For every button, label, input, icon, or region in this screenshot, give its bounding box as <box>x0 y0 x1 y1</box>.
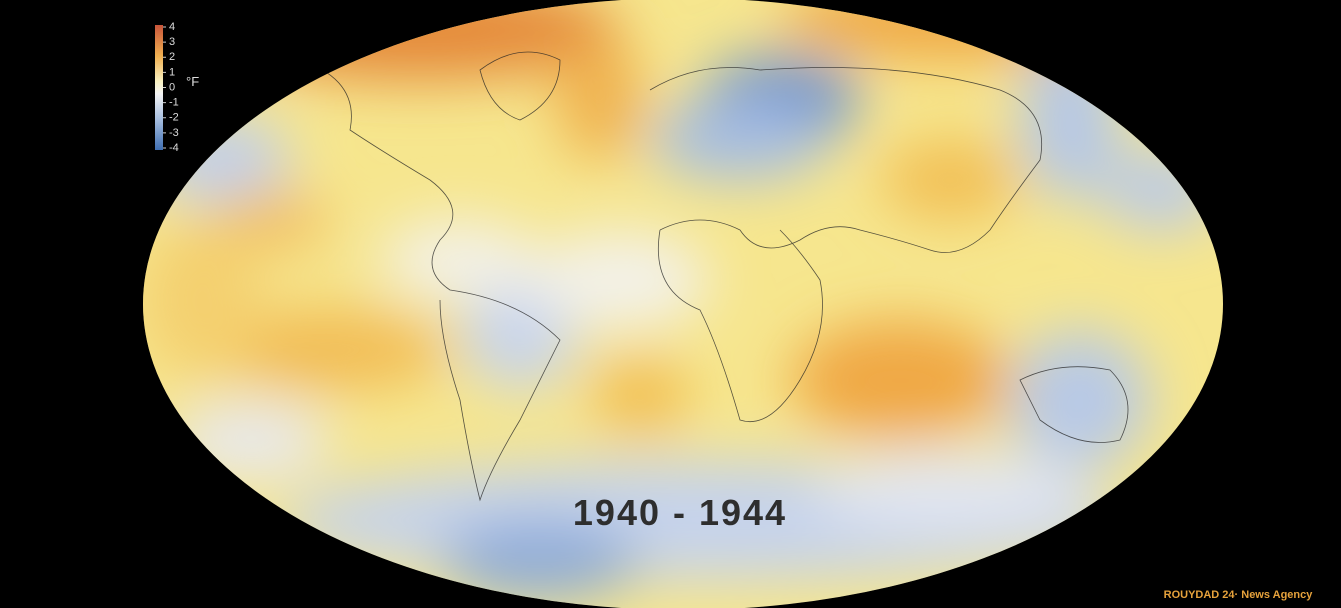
tick-label: -4 <box>169 142 179 154</box>
tick-label: -3 <box>169 127 179 139</box>
watermark: ROUYDAD 24· News Agency <box>1164 589 1314 601</box>
coastlines <box>299 51 1129 502</box>
period-label: 1940 - 1944 <box>573 492 787 533</box>
unit-label: °F <box>186 74 199 89</box>
tick-label: 2 <box>169 51 175 63</box>
color-bar <box>155 25 163 150</box>
tick-label: -2 <box>169 112 179 124</box>
tick-label: 1 <box>169 66 175 78</box>
tick-label: 3 <box>169 36 175 48</box>
tick-label: 0 <box>169 81 175 93</box>
tick-label: -1 <box>169 97 179 109</box>
tick-label: 4 <box>169 21 175 33</box>
color-bar-ticks: 4 3 2 1 0 -1 -2 -3 -4 <box>163 21 179 154</box>
